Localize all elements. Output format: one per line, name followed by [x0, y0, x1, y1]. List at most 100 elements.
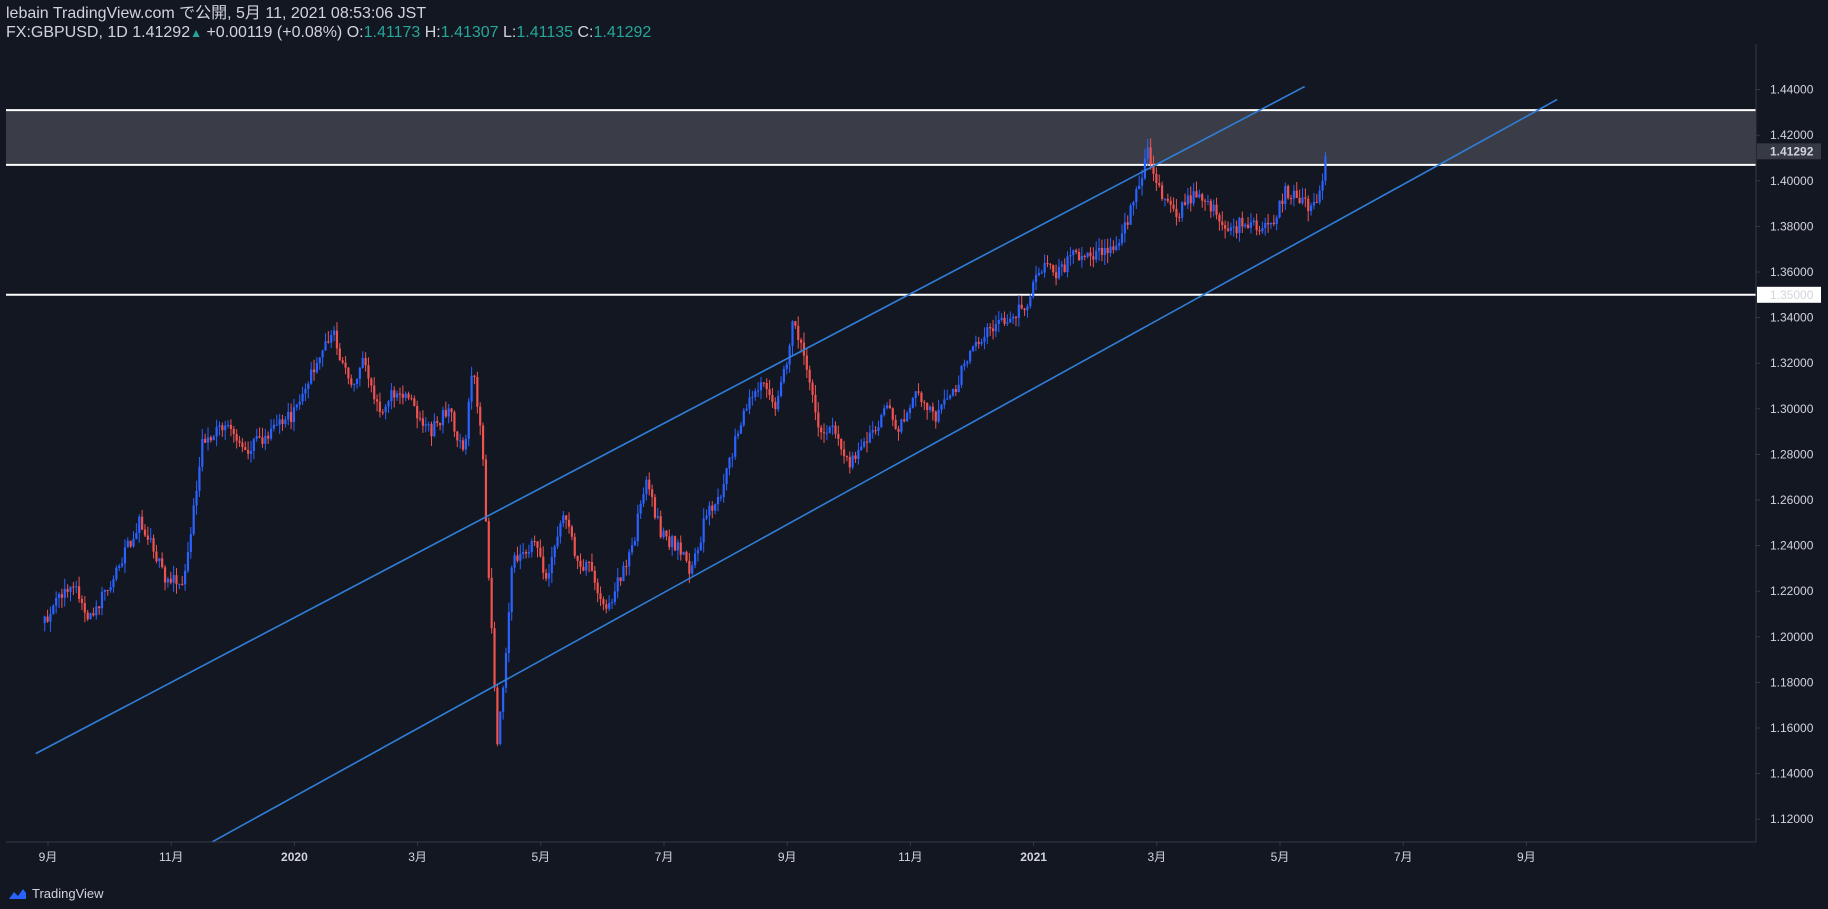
candle-body: [596, 582, 599, 594]
candle-body: [120, 563, 124, 567]
candle-body: [310, 369, 313, 384]
candle-body: [854, 455, 857, 460]
candle-body: [771, 394, 774, 403]
candle-body: [344, 362, 347, 368]
candle-body: [1281, 200, 1284, 204]
publish-info: lebain TradingView.com で公開, 5月 11, 2021 …: [6, 5, 427, 22]
candle-body: [986, 327, 989, 338]
candle-body: [278, 419, 281, 425]
candle-body: [748, 397, 751, 409]
candle-body: [1175, 208, 1178, 218]
candle-body: [330, 335, 333, 343]
candle-body: [633, 541, 637, 546]
candle-body: [272, 424, 276, 429]
candle-body: [267, 435, 270, 439]
candle-body: [1289, 198, 1293, 200]
resistance-zone[interactable]: [6, 110, 1756, 165]
candle-body: [1077, 251, 1081, 261]
candle-body: [608, 603, 611, 609]
candle-body: [479, 406, 482, 426]
candle-body: [828, 427, 831, 433]
candle-body: [1054, 272, 1058, 279]
candle-body: [951, 389, 955, 396]
candle-body: [410, 398, 413, 400]
price-change: +0.00119 (+0.08%): [206, 24, 343, 41]
candle-body: [851, 455, 854, 468]
price-tick-label: 1.12000: [1770, 812, 1814, 826]
candle-body: [1221, 221, 1224, 226]
level-price-label: 1.35000: [1770, 288, 1814, 302]
candle-body: [980, 341, 983, 344]
candle-body: [682, 551, 685, 555]
high-label: H:: [424, 24, 441, 41]
candle-body: [152, 538, 155, 552]
time-tick-label: 7月: [655, 850, 674, 864]
candle-body: [885, 405, 889, 409]
price-tick-label: 1.40000: [1770, 174, 1814, 188]
candle-body: [1029, 296, 1032, 307]
candle-body: [768, 389, 771, 395]
candle-body: [628, 552, 631, 567]
candle-body: [192, 505, 195, 535]
candle-body: [235, 434, 238, 441]
candle-body: [685, 551, 688, 561]
candle-body: [653, 497, 657, 518]
candle-body: [52, 605, 55, 614]
candle-body: [1014, 316, 1018, 318]
candle-body: [510, 567, 513, 613]
time-tick-label: 9月: [1517, 850, 1536, 864]
candle-body: [1075, 250, 1078, 252]
candle-body: [513, 555, 516, 568]
candle-body: [1172, 204, 1175, 209]
candle-body: [527, 552, 531, 554]
channel-line-upper[interactable]: [35, 85, 1306, 755]
candle-body: [1083, 255, 1086, 257]
candle-body: [1241, 217, 1244, 227]
candle-body: [198, 466, 201, 491]
candle-body: [487, 521, 490, 578]
channel-line-lower[interactable]: [184, 98, 1558, 857]
open-value: 1.41173: [363, 24, 421, 41]
candle-body: [590, 562, 594, 571]
candle-body: [1261, 228, 1264, 232]
candle-body: [613, 591, 616, 603]
candle-body: [118, 566, 121, 568]
candle-body: [605, 604, 608, 609]
candle-body: [161, 558, 164, 568]
time-tick-label: 5月: [1271, 850, 1290, 864]
candle-body: [186, 551, 190, 571]
candle-body: [1206, 200, 1210, 202]
candle-body: [292, 407, 296, 423]
candle-body: [739, 425, 743, 434]
candle-body: [651, 489, 654, 498]
candle-body: [691, 565, 694, 574]
candle-body: [788, 345, 791, 365]
candle-body: [994, 323, 998, 332]
candle-body: [1115, 245, 1118, 250]
low-label: L:: [503, 24, 517, 41]
candle-body: [791, 321, 794, 346]
candle-body: [931, 406, 934, 412]
candle-body: [129, 540, 132, 547]
candle-body: [441, 410, 445, 426]
candle-body: [1183, 202, 1187, 205]
candle-body: [307, 383, 310, 389]
candle-body: [842, 449, 846, 457]
candle-body: [464, 438, 467, 450]
candle-body: [989, 327, 992, 329]
candle-body: [1049, 263, 1052, 265]
low-value: 1.41135: [516, 24, 574, 41]
candle-body: [490, 577, 493, 629]
last-price-label: 1.41292: [1770, 144, 1814, 158]
candle-body: [1166, 198, 1169, 201]
candle-body: [934, 411, 937, 422]
candle-body: [1034, 275, 1038, 283]
candle-body: [610, 602, 614, 604]
candle-body: [536, 541, 539, 548]
candle-body: [241, 442, 244, 448]
candle-body: [1163, 198, 1167, 200]
candle-body: [358, 367, 361, 379]
price-tick-label: 1.22000: [1770, 584, 1814, 598]
candle-body: [883, 408, 886, 416]
